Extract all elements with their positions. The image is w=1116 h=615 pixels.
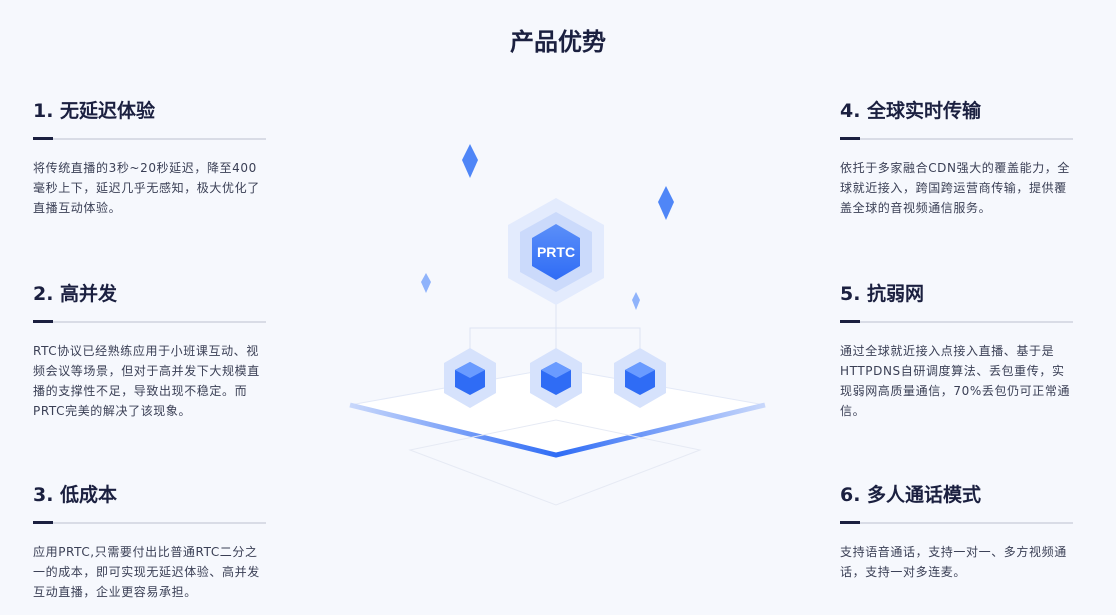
feature-high-concurrency: 2. 高并发 RTC协议已经熟练应用于小班课互动、视频会议等场景，但对于高并发下… <box>33 279 266 421</box>
divider <box>33 137 266 140</box>
floating-crystals <box>421 144 674 310</box>
prtc-hexagon: PRTC <box>508 198 604 305</box>
feature-desc: 依托于多家融合CDN强大的覆盖能力，全球就近接入，跨国跨运营商传输，提供覆盖全球… <box>840 161 1070 215</box>
divider <box>33 320 266 323</box>
feature-desc: RTC协议已经熟练应用于小班课互动、视频会议等场景，但对于高并发下大规模直播的支… <box>33 344 260 418</box>
feature-desc: 通过全球就近接入点接入直播、基于是HTTPDNS自研调度算法、丢包重传，实现弱网… <box>840 344 1071 418</box>
feature-global-transport: 4. 全球实时传输 依托于多家融合CDN强大的覆盖能力，全球就近接入，跨国跨运营… <box>840 96 1073 218</box>
divider <box>840 320 1073 323</box>
divider <box>840 137 1073 140</box>
cube-nodes <box>444 348 666 408</box>
feature-weak-network: 5. 抗弱网 通过全球就近接入点接入直播、基于是HTTPDNS自研调度算法、丢包… <box>840 279 1073 421</box>
feature-desc: 将传统直播的3秒~20秒延迟，降至400毫秒上下，延迟几乎无感知，极大优化了直播… <box>33 161 260 215</box>
feature-title: 2. 高并发 <box>33 283 118 305</box>
page-title: 产品优势 <box>510 28 606 56</box>
feature-title: 4. 全球实时传输 <box>840 100 982 122</box>
divider <box>840 521 1073 524</box>
divider <box>33 521 266 524</box>
feature-title: 1. 无延迟体验 <box>33 100 156 122</box>
prtc-illustration: PRTC <box>349 144 766 506</box>
feature-multi-party: 6. 多人通话模式 支持语音通话，支持一对一、多方视频通话，支持一对多连麦。 <box>840 480 1073 582</box>
feature-desc: 应用PRTC,只需要付出比普通RTC二分之一的成本，即可实现无延迟体验、高并发互… <box>33 545 260 599</box>
feature-title: 5. 抗弱网 <box>840 283 925 305</box>
feature-desc: 支持语音通话，支持一对一、多方视频通话，支持一对多连麦。 <box>840 545 1067 579</box>
feature-title: 3. 低成本 <box>33 484 118 506</box>
prtc-label: PRTC <box>537 244 575 260</box>
feature-low-latency: 1. 无延迟体验 将传统直播的3秒~20秒延迟，降至400毫秒上下，延迟几乎无感… <box>33 96 266 218</box>
feature-title: 6. 多人通话模式 <box>840 484 982 506</box>
feature-low-cost: 3. 低成本 应用PRTC,只需要付出比普通RTC二分之一的成本，即可实现无延迟… <box>33 480 266 602</box>
